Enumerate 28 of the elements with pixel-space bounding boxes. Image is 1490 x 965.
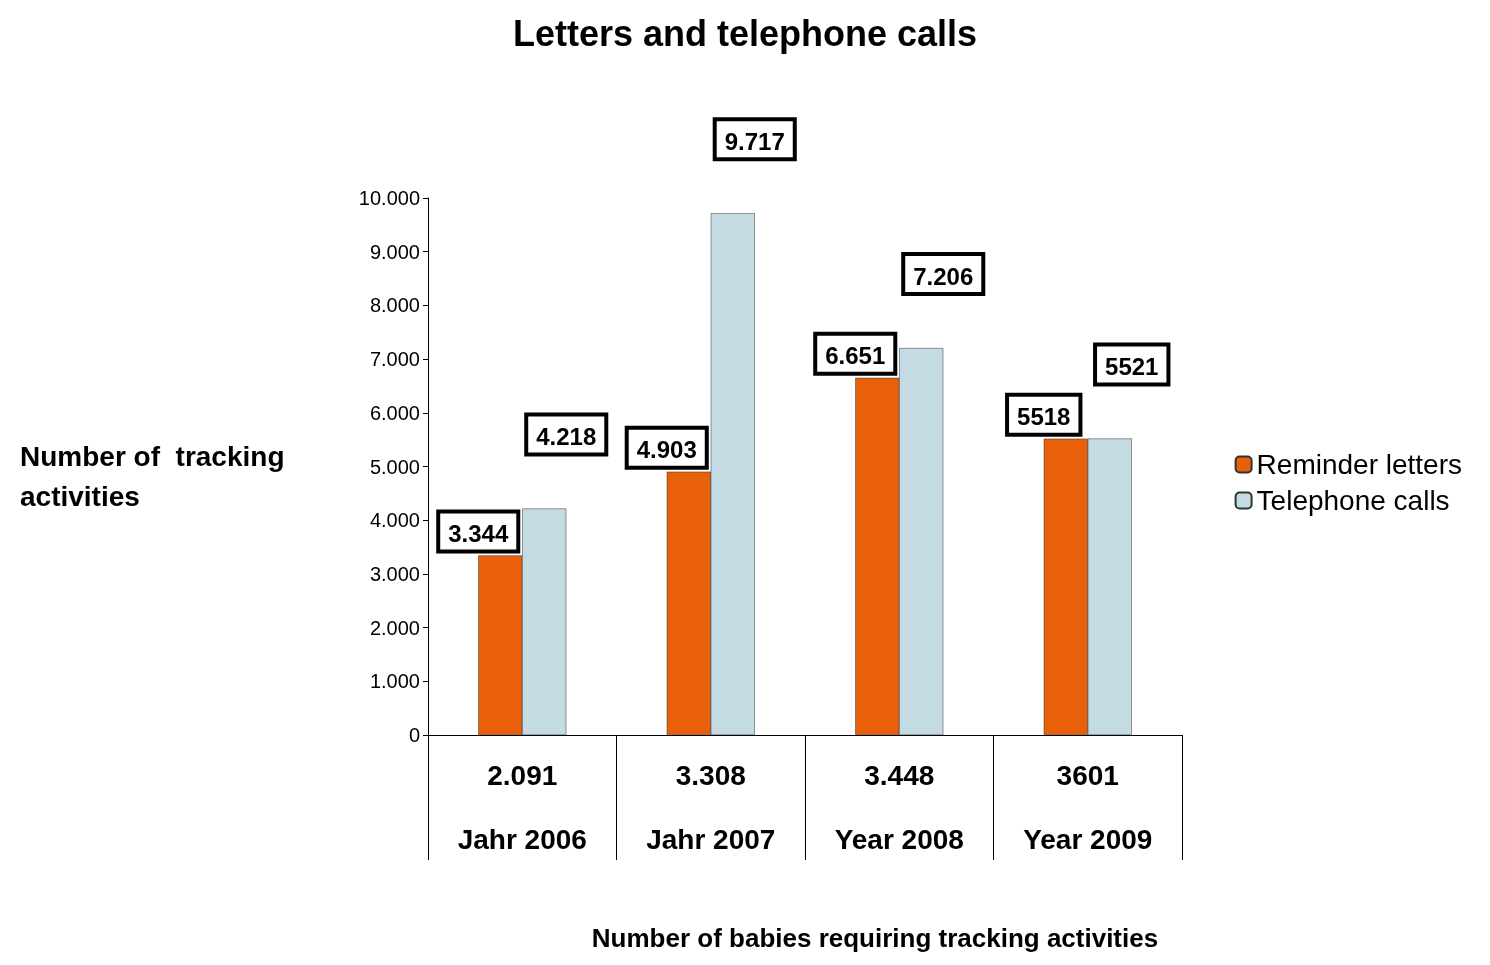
y-tick-label: 2.000 <box>369 616 420 639</box>
y-tick-label: 1.000 <box>369 670 420 693</box>
y-tick-label: 10.000 <box>358 187 420 209</box>
y-tick-label: 5.000 <box>369 455 420 478</box>
y-axis-title: Number of tracking activities <box>20 440 285 512</box>
x-tick-label: 3.448 Year 2008 <box>834 759 964 855</box>
data-label: 6.651 <box>825 342 886 370</box>
y-tick-label: 6.000 <box>369 401 420 424</box>
legend-label: Telephone calls <box>1256 485 1450 516</box>
x-tick-label: 2.091 Jahr 2006 <box>457 759 587 855</box>
y-tick-label: 8.000 <box>369 294 420 317</box>
chart-title: Letters and telephone calls <box>512 12 978 54</box>
data-label: 7.206 <box>913 262 974 290</box>
x-tick-label: 3601 Year 2009 <box>1023 759 1153 855</box>
data-label: 4.903 <box>636 436 697 464</box>
x-tick-label: 3.308 Jahr 2007 <box>646 759 776 855</box>
data-label: 4.218 <box>536 422 597 450</box>
y-tick-label: 9.000 <box>369 240 420 263</box>
legend-label: Reminder letters <box>1256 449 1462 480</box>
data-label: 3.344 <box>448 519 509 547</box>
y-tick-label: 0 <box>408 724 420 746</box>
data-label: 5518 <box>1017 403 1071 431</box>
data-label: 5521 <box>1105 353 1159 381</box>
x-axis-title: Number of babies requiring tracking activities <box>591 923 1159 953</box>
data-label: 9.717 <box>724 127 785 155</box>
y-tick-label: 3.000 <box>369 562 420 585</box>
y-tick-label: 7.000 <box>369 348 420 371</box>
y-tick-label: 4.000 <box>369 509 420 532</box>
